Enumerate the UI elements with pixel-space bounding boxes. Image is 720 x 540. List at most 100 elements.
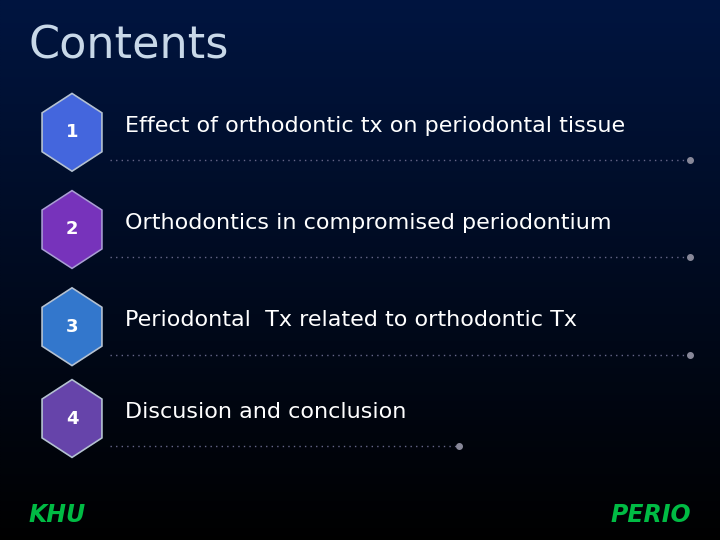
Bar <box>0 194 720 197</box>
Bar <box>0 286 720 289</box>
Bar <box>0 464 720 467</box>
Bar <box>0 356 720 359</box>
Bar <box>0 119 720 122</box>
Bar <box>0 481 720 483</box>
Bar <box>0 316 720 319</box>
Bar <box>0 302 720 305</box>
Bar <box>0 35 720 38</box>
Bar <box>0 73 720 76</box>
Bar <box>0 451 720 454</box>
Bar <box>0 462 720 464</box>
Bar <box>0 78 720 81</box>
Bar <box>0 489 720 491</box>
Bar <box>0 275 720 278</box>
Bar <box>0 246 720 248</box>
Bar <box>0 497 720 500</box>
Bar <box>0 235 720 238</box>
Bar <box>0 40 720 43</box>
Bar <box>0 51 720 54</box>
Polygon shape <box>42 380 102 457</box>
Bar <box>0 319 720 321</box>
Bar <box>0 329 720 332</box>
Bar <box>0 278 720 281</box>
Bar <box>0 146 720 148</box>
Bar <box>0 535 720 537</box>
Bar <box>0 111 720 113</box>
Text: KHU: KHU <box>29 503 86 526</box>
Bar <box>0 483 720 486</box>
Bar <box>0 300 720 302</box>
Polygon shape <box>42 93 102 171</box>
Bar <box>0 265 720 267</box>
Bar <box>0 173 720 176</box>
Bar <box>0 43 720 46</box>
Bar <box>0 176 720 178</box>
Bar <box>0 413 720 416</box>
Bar <box>0 59 720 62</box>
Bar <box>0 472 720 475</box>
Bar <box>0 421 720 424</box>
Bar <box>0 76 720 78</box>
Bar <box>0 0 720 3</box>
Bar <box>0 478 720 481</box>
Text: PERIO: PERIO <box>611 503 691 526</box>
Text: Contents: Contents <box>29 24 229 68</box>
Bar <box>0 259 720 262</box>
Bar <box>0 402 720 405</box>
Bar <box>0 92 720 94</box>
Text: 1: 1 <box>66 123 78 141</box>
Bar <box>0 416 720 418</box>
Bar <box>0 22 720 24</box>
Bar <box>0 135 720 138</box>
Bar <box>0 27 720 30</box>
Bar <box>0 486 720 489</box>
Bar <box>0 170 720 173</box>
Bar <box>0 289 720 292</box>
Bar <box>0 11 720 14</box>
Bar <box>0 270 720 273</box>
Bar <box>0 305 720 308</box>
Bar <box>0 494 720 497</box>
Bar <box>0 397 720 400</box>
Bar <box>0 267 720 270</box>
Bar <box>0 446 720 448</box>
Bar <box>0 324 720 327</box>
Bar <box>0 8 720 11</box>
Bar <box>0 370 720 373</box>
Bar <box>0 443 720 445</box>
Bar <box>0 518 720 521</box>
Bar <box>0 308 720 310</box>
Bar <box>0 405 720 408</box>
Bar <box>0 359 720 362</box>
Bar <box>0 167 720 170</box>
Bar <box>0 456 720 459</box>
Bar <box>0 94 720 97</box>
Bar <box>0 162 720 165</box>
Bar <box>0 157 720 159</box>
Bar <box>0 410 720 413</box>
Bar <box>0 68 720 70</box>
Bar <box>0 381 720 383</box>
Bar <box>0 392 720 394</box>
Bar <box>0 124 720 127</box>
Bar <box>0 89 720 92</box>
Bar <box>0 97 720 100</box>
Bar <box>0 105 720 108</box>
Bar <box>0 256 720 259</box>
Bar <box>0 373 720 375</box>
Bar <box>0 389 720 392</box>
Text: 3: 3 <box>66 318 78 336</box>
Bar <box>0 219 720 221</box>
Bar <box>0 38 720 40</box>
Bar <box>0 378 720 381</box>
Bar <box>0 338 720 340</box>
Bar <box>0 200 720 202</box>
Bar <box>0 502 720 505</box>
Bar <box>0 116 720 119</box>
Bar <box>0 335 720 338</box>
Bar <box>0 148 720 151</box>
Bar <box>0 238 720 240</box>
Bar <box>0 32 720 35</box>
Bar <box>0 81 720 84</box>
Bar <box>0 197 720 200</box>
